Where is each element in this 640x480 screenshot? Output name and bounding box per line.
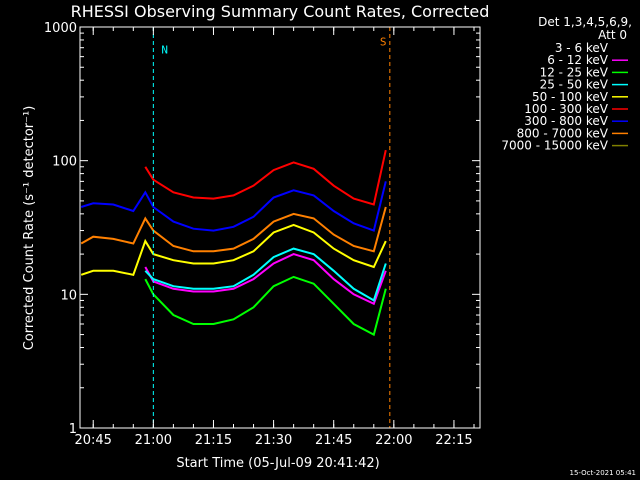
footer-timestamp: 15-Oct-2021 05:41	[570, 469, 636, 477]
annotation-label-1: S	[380, 35, 387, 48]
legend-header-line-2: Att 0	[598, 28, 627, 42]
legend-label-1: 6 - 12 keV	[547, 53, 609, 67]
x-tick-label: 22:15	[435, 433, 472, 448]
series-line-3	[144, 247, 387, 302]
series-line-5	[144, 149, 387, 206]
legend-label-3: 25 - 50 keV	[540, 78, 609, 92]
annotation-marks: NS	[152, 27, 391, 428]
series-line-2	[144, 275, 387, 337]
series-line-0	[144, 265, 387, 326]
legend-label-8: 7000 - 15000 keV	[501, 139, 608, 153]
legend-label-5: 100 - 300 keV	[524, 102, 608, 116]
x-tick-label: 20:45	[74, 433, 111, 448]
y-tick-label: 1	[69, 422, 77, 437]
x-axis: 20:45 21:00 21:15 21:30 21:45 22:00 22:15	[74, 27, 475, 448]
legend-label-6: 300 - 800 keV	[524, 114, 608, 128]
y-tick-label: 10	[60, 288, 77, 303]
legend-label-4: 50 - 100 keV	[532, 90, 609, 104]
x-tick-label: 21:45	[315, 433, 352, 448]
legend-label-2: 12 - 25 keV	[540, 65, 609, 79]
x-tick-label: 21:00	[135, 433, 172, 448]
x-tick-label: 21:30	[255, 433, 292, 448]
traces	[80, 149, 387, 337]
legend-label-7: 800 - 7000 keV	[517, 126, 609, 140]
chart-title: RHESSI Observing Summary Count Rates, Co…	[71, 2, 490, 21]
series-line-1	[144, 253, 387, 306]
x-axis-label: Start Time (05-Jul-09 20:41:42)	[176, 456, 379, 471]
y-tick-label: 1000	[44, 21, 77, 36]
y-tick-label: 100	[52, 155, 77, 170]
plot-frame	[79, 26, 481, 429]
series-line-6	[80, 181, 387, 232]
legend-header-line-1: Det 1,3,4,5,6,9,	[538, 15, 632, 29]
series-line-7	[80, 206, 387, 253]
series-line-4	[80, 223, 387, 276]
y-axis-label: Corrected Count Rate (s⁻¹ detector⁻¹)	[22, 106, 37, 351]
annotation-label-0: N	[161, 43, 168, 56]
y-axis: 1 10 100 1000	[44, 21, 480, 437]
x-tick-label: 21:15	[195, 433, 232, 448]
legend-label-0: 3 - 6 keV	[555, 41, 609, 55]
x-tick-label: 22:00	[375, 433, 412, 448]
